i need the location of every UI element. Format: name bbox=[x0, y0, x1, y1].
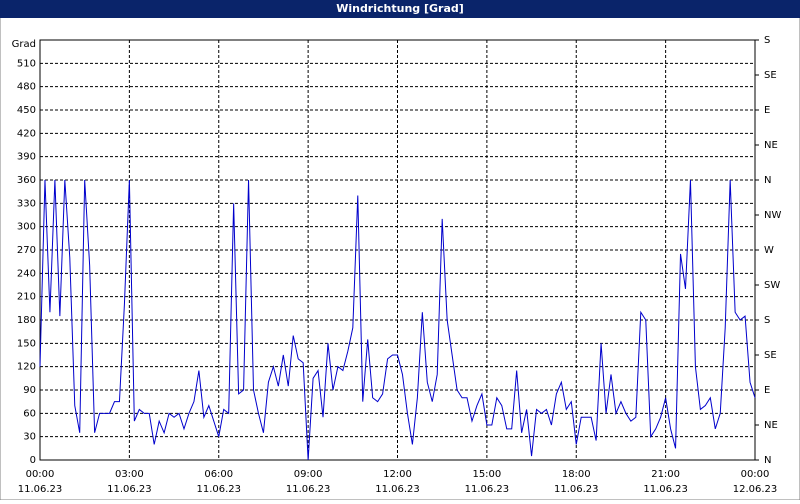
y2-tick-label: NE bbox=[764, 420, 778, 431]
y2-tick-label: SE bbox=[764, 350, 777, 361]
x-tick-label: 09:00 bbox=[294, 469, 323, 480]
y2-tick-label: N bbox=[764, 455, 771, 466]
data-line bbox=[39, 179, 756, 461]
x-tick-date: 11.06.23 bbox=[196, 484, 241, 495]
y2-tick-label: E bbox=[764, 105, 770, 116]
y-tick-label: 270 bbox=[17, 245, 36, 256]
y-tick-label: 240 bbox=[17, 268, 36, 279]
y2-tick-label: W bbox=[764, 245, 774, 256]
y-tick-label: 510 bbox=[17, 58, 36, 69]
y-tick-label: 390 bbox=[17, 152, 36, 163]
x-tick-date: 11.06.23 bbox=[554, 484, 599, 495]
y-tick-label: 180 bbox=[17, 315, 36, 326]
x-tick-label: 15:00 bbox=[472, 469, 501, 480]
x-tick-label: 12:00 bbox=[383, 469, 412, 480]
y2-tick-label: SW bbox=[764, 280, 780, 291]
y2-tick-label: NE bbox=[764, 140, 778, 151]
y2-tick-label: S bbox=[764, 315, 770, 326]
x-tick-label: 06:00 bbox=[204, 469, 233, 480]
x-tick-label: 00:00 bbox=[26, 469, 55, 480]
y-tick-label: 210 bbox=[17, 292, 36, 303]
y-tick-label: 90 bbox=[23, 385, 36, 396]
y-tick-label: 360 bbox=[17, 175, 36, 186]
y-tick-label: 0 bbox=[30, 455, 36, 466]
x-tick-label: 03:00 bbox=[115, 469, 144, 480]
y-tick-label: 450 bbox=[17, 105, 36, 116]
y2-tick-label: E bbox=[764, 385, 770, 396]
y-tick-label: 420 bbox=[17, 128, 36, 139]
x-tick-label: 00:00 bbox=[741, 469, 770, 480]
y-tick-label: 60 bbox=[23, 408, 36, 419]
y-tick-label: 30 bbox=[23, 432, 36, 443]
y-tick-label: 300 bbox=[17, 222, 36, 233]
x-tick-label: 21:00 bbox=[651, 469, 680, 480]
x-tick-date: 11.06.23 bbox=[643, 484, 688, 495]
y2-tick-label: N bbox=[764, 175, 771, 186]
x-tick-date: 11.06.23 bbox=[465, 484, 510, 495]
y-tick-label: 150 bbox=[17, 338, 36, 349]
y2-tick-label: SE bbox=[764, 70, 777, 81]
x-tick-date: 11.06.23 bbox=[18, 484, 63, 495]
y-axis-label: Grad bbox=[12, 39, 36, 50]
y2-tick-label: S bbox=[764, 35, 770, 46]
x-tick-date: 12.06.23 bbox=[733, 484, 778, 495]
y2-tick-label: NW bbox=[764, 210, 781, 221]
chart-title: Windrichtung [Grad] bbox=[336, 2, 464, 15]
y-tick-label: 480 bbox=[17, 82, 36, 93]
title-bar bbox=[0, 0, 800, 18]
x-tick-date: 11.06.23 bbox=[286, 484, 331, 495]
x-tick-label: 18:00 bbox=[562, 469, 591, 480]
y-tick-label: 120 bbox=[17, 362, 36, 373]
x-tick-date: 11.06.23 bbox=[375, 484, 420, 495]
x-tick-date: 11.06.23 bbox=[107, 484, 152, 495]
y-tick-label: 330 bbox=[17, 198, 36, 209]
